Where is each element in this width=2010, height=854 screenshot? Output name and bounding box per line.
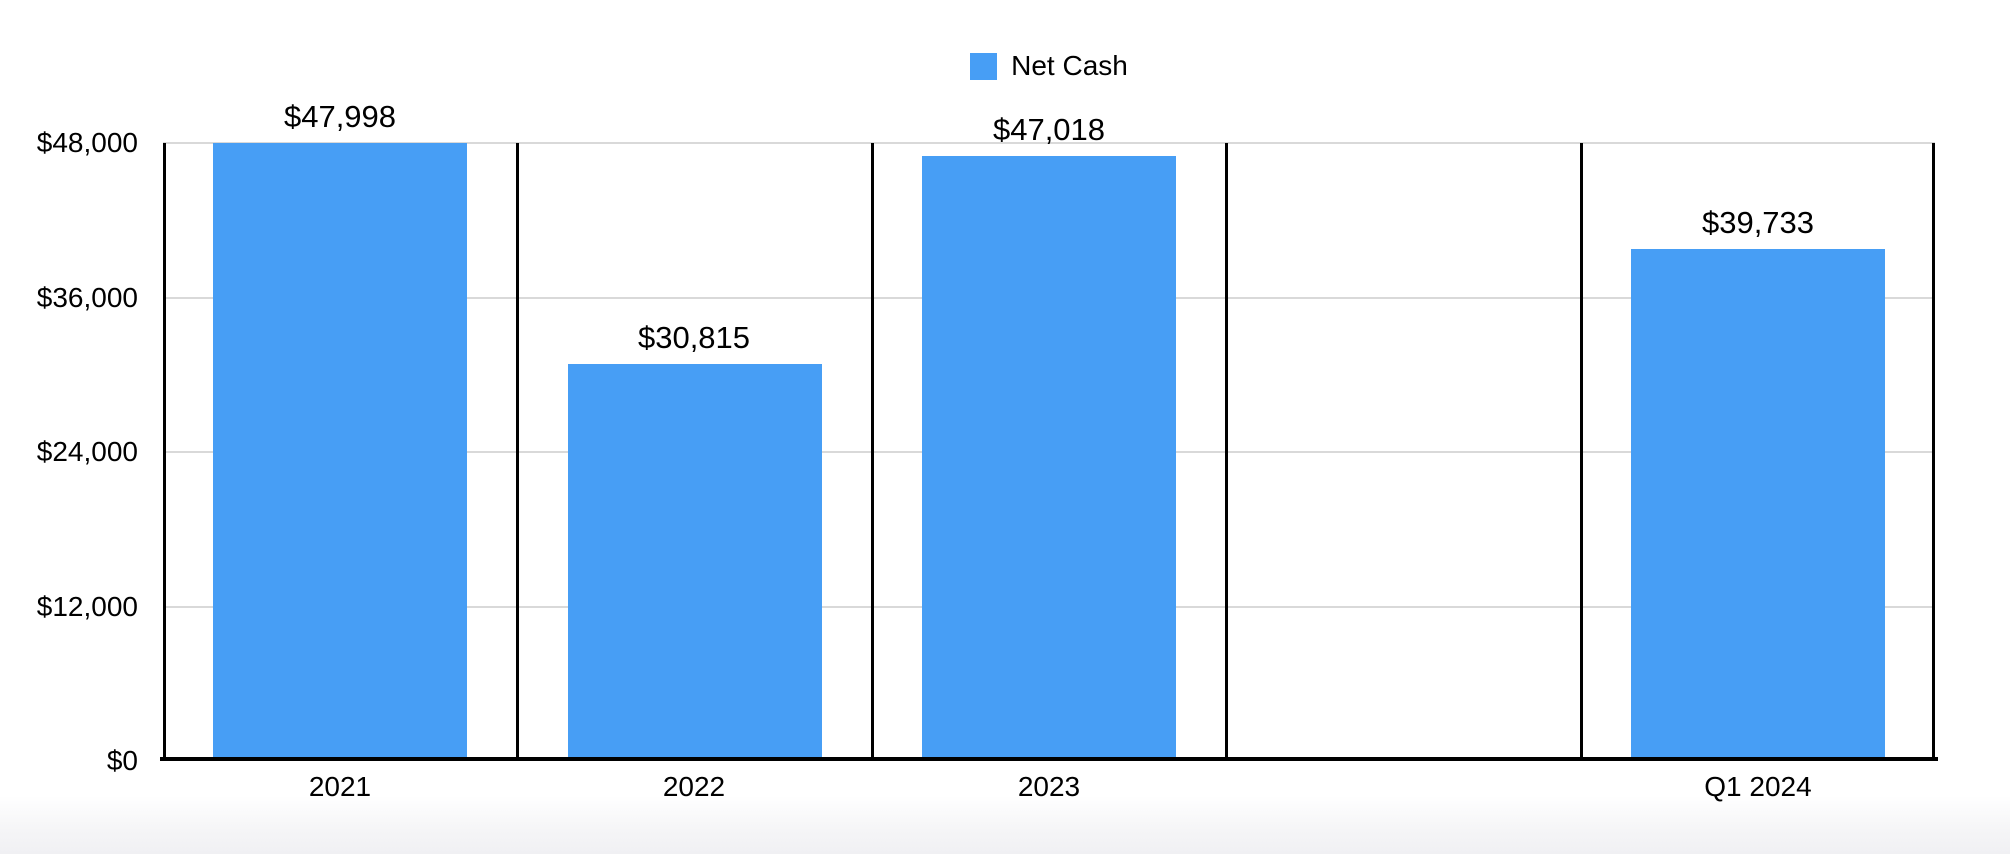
y-axis-tick-label: $48,000 xyxy=(36,127,138,158)
y-axis-line xyxy=(163,143,166,761)
plot-right-border xyxy=(1932,143,1935,761)
x-axis-category-label: 2023 xyxy=(1017,771,1081,802)
bar xyxy=(922,156,1176,761)
y-axis-tick-label: $0 xyxy=(106,745,138,776)
bar xyxy=(568,364,822,761)
x-axis-category-label: Q1 2024 xyxy=(1704,771,1812,802)
plot-area: $47,998 $30,815 $47,018 $39,733 xyxy=(160,99,1938,761)
bar xyxy=(213,143,467,761)
x-axis-category-label: 2021 xyxy=(308,771,372,802)
category-divider xyxy=(871,143,874,761)
bar-value-label: $30,815 xyxy=(637,320,751,355)
chart-legend: Net Cash xyxy=(163,49,1935,83)
bar-value-label: $39,733 xyxy=(1701,205,1815,240)
gridline xyxy=(163,142,1935,144)
x-axis-category-label: 2022 xyxy=(662,771,726,802)
y-axis-tick-label: $12,000 xyxy=(36,591,138,622)
bar-value-label: $47,018 xyxy=(992,112,1106,147)
bottom-fade-decoration xyxy=(0,796,2010,854)
bar xyxy=(1631,249,1885,761)
y-axis-tick-label: $36,000 xyxy=(36,282,138,313)
bar-value-label: $47,998 xyxy=(283,99,397,134)
y-axis-tick-label: $24,000 xyxy=(36,436,138,467)
category-divider xyxy=(1225,143,1228,761)
legend-swatch-net-cash xyxy=(970,52,998,80)
legend-label-net-cash: Net Cash xyxy=(1011,50,1128,81)
category-divider xyxy=(516,143,519,761)
category-divider xyxy=(1580,143,1583,761)
x-axis-line xyxy=(160,757,1938,761)
